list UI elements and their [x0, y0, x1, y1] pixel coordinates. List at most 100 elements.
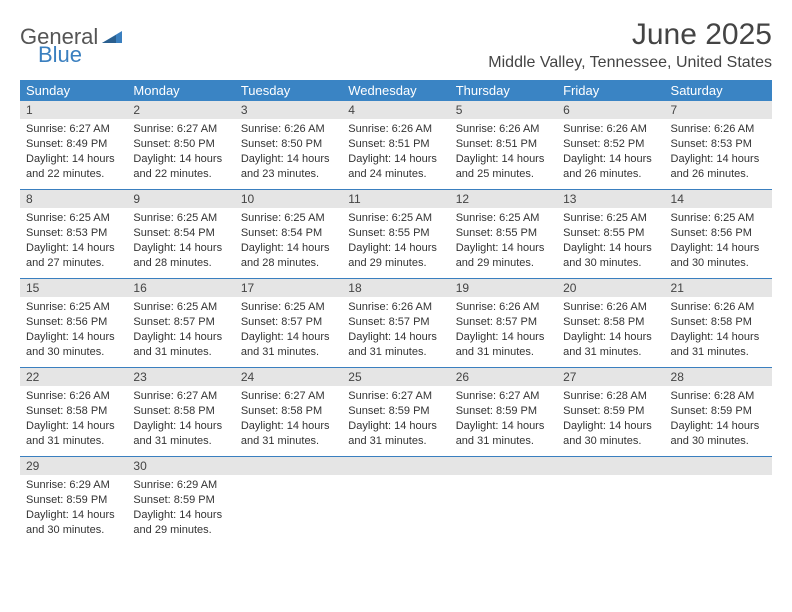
sunrise-text: Sunrise: 6:25 AM — [241, 300, 336, 315]
calendar-day: 7Sunrise: 6:26 AMSunset: 8:53 PMDaylight… — [665, 101, 772, 189]
day-body: Sunrise: 6:27 AMSunset: 8:58 PMDaylight:… — [235, 386, 342, 451]
day-body: Sunrise: 6:26 AMSunset: 8:50 PMDaylight:… — [235, 119, 342, 184]
logo-text-blue: Blue — [38, 42, 82, 68]
calendar-day: 15Sunrise: 6:25 AMSunset: 8:56 PMDayligh… — [20, 279, 127, 367]
sunset-text: Sunset: 8:52 PM — [563, 137, 658, 152]
day-header: Monday — [127, 80, 234, 101]
daylight-text: Daylight: 14 hours — [563, 152, 658, 167]
day-header: Friday — [557, 80, 664, 101]
day-number: 27 — [557, 368, 664, 386]
sunset-text: Sunset: 8:59 PM — [671, 404, 766, 419]
daylight-text: Daylight: 14 hours — [671, 241, 766, 256]
daylight-text: Daylight: 14 hours — [671, 419, 766, 434]
sunrise-text: Sunrise: 6:25 AM — [348, 211, 443, 226]
day-number — [235, 457, 342, 475]
calendar-day: 14Sunrise: 6:25 AMSunset: 8:56 PMDayligh… — [665, 190, 772, 278]
daylight-text: Daylight: 14 hours — [26, 241, 121, 256]
calendar-day: 2Sunrise: 6:27 AMSunset: 8:50 PMDaylight… — [127, 101, 234, 189]
daylight-text: Daylight: 14 hours — [241, 241, 336, 256]
day-number — [665, 457, 772, 475]
day-body: Sunrise: 6:26 AMSunset: 8:51 PMDaylight:… — [450, 119, 557, 184]
day-number — [450, 457, 557, 475]
day-body: Sunrise: 6:25 AMSunset: 8:55 PMDaylight:… — [342, 208, 449, 273]
day-body — [342, 475, 449, 535]
sunrise-text: Sunrise: 6:27 AM — [133, 389, 228, 404]
sunset-text: Sunset: 8:55 PM — [348, 226, 443, 241]
sunrise-text: Sunrise: 6:25 AM — [456, 211, 551, 226]
day-body — [450, 475, 557, 535]
sunrise-text: Sunrise: 6:25 AM — [133, 300, 228, 315]
day-number: 9 — [127, 190, 234, 208]
day-number: 1 — [20, 101, 127, 119]
day-body: Sunrise: 6:27 AMSunset: 8:59 PMDaylight:… — [342, 386, 449, 451]
day-header: Saturday — [665, 80, 772, 101]
daylight-text: Daylight: 14 hours — [671, 152, 766, 167]
sunrise-text: Sunrise: 6:27 AM — [348, 389, 443, 404]
day-body: Sunrise: 6:28 AMSunset: 8:59 PMDaylight:… — [665, 386, 772, 451]
day-number: 29 — [20, 457, 127, 475]
sunrise-text: Sunrise: 6:28 AM — [563, 389, 658, 404]
sunset-text: Sunset: 8:59 PM — [26, 493, 121, 508]
daylight-text: and 31 minutes. — [348, 345, 443, 360]
sunrise-text: Sunrise: 6:26 AM — [563, 122, 658, 137]
sunset-text: Sunset: 8:59 PM — [133, 493, 228, 508]
sunrise-text: Sunrise: 6:26 AM — [456, 300, 551, 315]
day-body: Sunrise: 6:25 AMSunset: 8:57 PMDaylight:… — [235, 297, 342, 362]
day-body: Sunrise: 6:25 AMSunset: 8:54 PMDaylight:… — [235, 208, 342, 273]
sunrise-text: Sunrise: 6:25 AM — [241, 211, 336, 226]
day-body: Sunrise: 6:27 AMSunset: 8:50 PMDaylight:… — [127, 119, 234, 184]
day-body: Sunrise: 6:26 AMSunset: 8:52 PMDaylight:… — [557, 119, 664, 184]
sunrise-text: Sunrise: 6:25 AM — [133, 211, 228, 226]
calendar-week: 29Sunrise: 6:29 AMSunset: 8:59 PMDayligh… — [20, 457, 772, 545]
day-number: 10 — [235, 190, 342, 208]
daylight-text: Daylight: 14 hours — [26, 419, 121, 434]
day-body: Sunrise: 6:29 AMSunset: 8:59 PMDaylight:… — [127, 475, 234, 540]
sunset-text: Sunset: 8:57 PM — [456, 315, 551, 330]
sunset-text: Sunset: 8:57 PM — [241, 315, 336, 330]
sunrise-text: Sunrise: 6:27 AM — [241, 389, 336, 404]
sunset-text: Sunset: 8:58 PM — [241, 404, 336, 419]
daylight-text: and 29 minutes. — [456, 256, 551, 271]
sunset-text: Sunset: 8:51 PM — [456, 137, 551, 152]
day-number: 23 — [127, 368, 234, 386]
day-body: Sunrise: 6:25 AMSunset: 8:56 PMDaylight:… — [665, 208, 772, 273]
sunset-text: Sunset: 8:59 PM — [456, 404, 551, 419]
daylight-text: and 30 minutes. — [26, 523, 121, 538]
day-number: 21 — [665, 279, 772, 297]
day-number: 2 — [127, 101, 234, 119]
sunrise-text: Sunrise: 6:26 AM — [26, 389, 121, 404]
daylight-text: Daylight: 14 hours — [26, 330, 121, 345]
daylight-text: and 31 minutes. — [241, 345, 336, 360]
daylight-text: and 30 minutes. — [26, 345, 121, 360]
daylight-text: and 31 minutes. — [563, 345, 658, 360]
daylight-text: Daylight: 14 hours — [671, 330, 766, 345]
day-body: Sunrise: 6:26 AMSunset: 8:57 PMDaylight:… — [342, 297, 449, 362]
calendar-day: 8Sunrise: 6:25 AMSunset: 8:53 PMDaylight… — [20, 190, 127, 278]
logo-flag-icon — [102, 27, 122, 47]
calendar-day: 25Sunrise: 6:27 AMSunset: 8:59 PMDayligh… — [342, 368, 449, 456]
day-body: Sunrise: 6:26 AMSunset: 8:58 PMDaylight:… — [20, 386, 127, 451]
daylight-text: and 31 minutes. — [26, 434, 121, 449]
day-number: 3 — [235, 101, 342, 119]
day-body: Sunrise: 6:25 AMSunset: 8:53 PMDaylight:… — [20, 208, 127, 273]
daylight-text: and 29 minutes. — [133, 523, 228, 538]
day-number: 19 — [450, 279, 557, 297]
sunset-text: Sunset: 8:58 PM — [26, 404, 121, 419]
daylight-text: and 22 minutes. — [133, 167, 228, 182]
day-number: 18 — [342, 279, 449, 297]
day-body — [665, 475, 772, 535]
sunset-text: Sunset: 8:55 PM — [563, 226, 658, 241]
calendar-day: 16Sunrise: 6:25 AMSunset: 8:57 PMDayligh… — [127, 279, 234, 367]
calendar-day: 19Sunrise: 6:26 AMSunset: 8:57 PMDayligh… — [450, 279, 557, 367]
daylight-text: and 30 minutes. — [563, 256, 658, 271]
location-label: Middle Valley, Tennessee, United States — [488, 54, 772, 72]
calendar-day — [450, 457, 557, 545]
day-number — [557, 457, 664, 475]
daylight-text: Daylight: 14 hours — [26, 508, 121, 523]
daylight-text: and 26 minutes. — [563, 167, 658, 182]
calendar-day: 21Sunrise: 6:26 AMSunset: 8:58 PMDayligh… — [665, 279, 772, 367]
daylight-text: and 31 minutes. — [456, 434, 551, 449]
day-number: 28 — [665, 368, 772, 386]
sunset-text: Sunset: 8:59 PM — [563, 404, 658, 419]
day-body: Sunrise: 6:26 AMSunset: 8:58 PMDaylight:… — [557, 297, 664, 362]
